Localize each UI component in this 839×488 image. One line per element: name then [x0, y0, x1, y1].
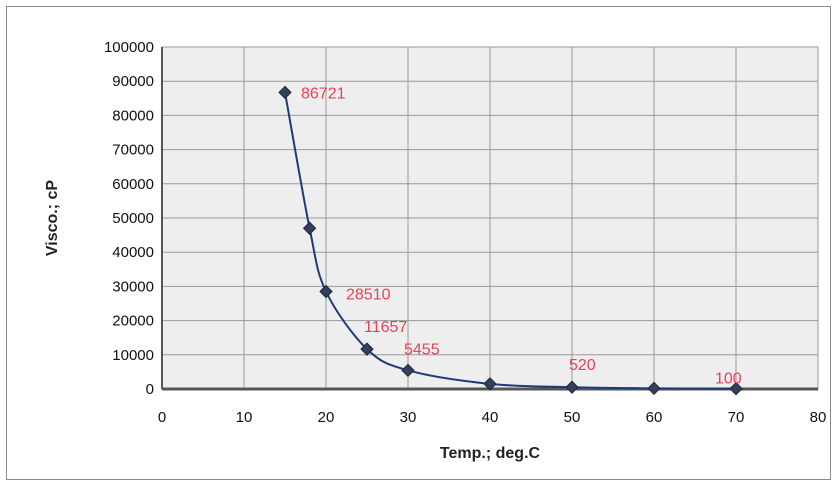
data-label: 28510	[346, 286, 391, 303]
data-point	[729, 381, 743, 396]
data-labels: 86721 28510 11657 5455 520 100	[301, 85, 742, 387]
data-point	[319, 284, 333, 299]
y-tick-label: 70000	[112, 142, 154, 159]
data-point	[483, 377, 497, 391]
x-tick-label: 60	[646, 409, 663, 426]
y-tick-label: 30000	[112, 278, 154, 295]
x-tick-label: 70	[728, 409, 745, 426]
y-tick-label: 50000	[112, 210, 154, 227]
data-point	[565, 380, 579, 394]
data-point	[401, 363, 415, 378]
y-axis-title: Visco.; cP	[44, 180, 61, 257]
x-tick-label: 40	[482, 409, 499, 426]
x-axis-title: Temp.; deg.C	[440, 445, 541, 462]
y-tick-label: 0	[146, 381, 154, 398]
data-point	[360, 342, 374, 356]
x-tick-labels: 0 10 20 30 40 50 60 70 80	[158, 409, 827, 426]
x-tick-label: 50	[564, 409, 581, 426]
gridlines	[162, 46, 819, 389]
y-tick-label: 100000	[104, 39, 154, 56]
data-label: 86721	[301, 85, 346, 102]
data-point	[647, 381, 661, 396]
data-point	[302, 221, 317, 235]
x-tick-label: 30	[400, 409, 417, 426]
data-label: 5455	[404, 341, 440, 358]
chart-frame: 0 10000 20000 30000 40000 50000 60000 70000 8000…	[6, 6, 831, 480]
y-tick-labels: 0 10000 20000 30000 40000 50000 60000 70000 8000…	[104, 39, 154, 398]
y-tick-label: 10000	[112, 347, 154, 364]
data-label: 100	[715, 371, 742, 388]
data-label: 520	[569, 357, 596, 374]
y-tick-label: 40000	[112, 244, 154, 261]
x-tick-label: 0	[158, 409, 166, 426]
x-tick-label: 80	[810, 409, 827, 426]
y-tick-label: 20000	[112, 313, 154, 330]
y-tick-label: 80000	[112, 107, 154, 124]
data-label: 11657	[364, 319, 407, 336]
x-tick-label: 20	[318, 409, 335, 426]
data-markers	[278, 85, 743, 396]
y-tick-label: 90000	[112, 73, 154, 90]
x-tick-label: 10	[236, 409, 253, 426]
y-tick-label: 60000	[112, 176, 154, 193]
viscosity-chart: 0100002000030000400005000060000700008000…	[44, 39, 827, 462]
data-point	[278, 85, 292, 100]
